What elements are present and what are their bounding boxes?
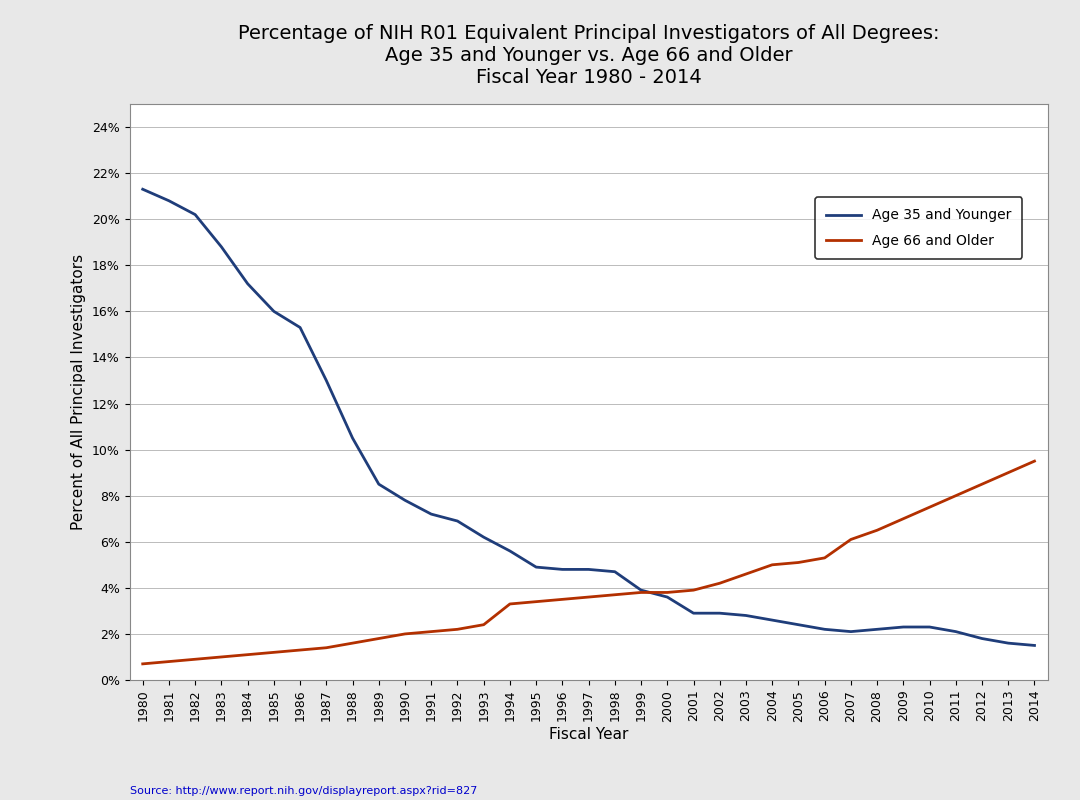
- Age 66 and Older: [896, 514, 909, 523]
- Age 66 and Older: [529, 597, 542, 606]
- Age 35 and Younger: [949, 627, 962, 637]
- Age 66 and Older: [451, 625, 464, 634]
- Age 35 and Younger: [819, 625, 832, 634]
- Age 66 and Older: [687, 586, 700, 595]
- Age 66 and Older: [215, 652, 228, 662]
- Age 66 and Older: [582, 592, 595, 602]
- Age 35 and Younger: [215, 242, 228, 252]
- Text: Source: http://www.report.nih.gov/displayreport.aspx?rid=827: Source: http://www.report.nih.gov/displa…: [130, 786, 477, 796]
- Age 66 and Older: [424, 627, 437, 637]
- Age 66 and Older: [294, 646, 307, 655]
- Age 35 and Younger: [189, 210, 202, 219]
- Age 35 and Younger: [424, 510, 437, 519]
- Age 66 and Older: [346, 638, 359, 648]
- Age 35 and Younger: [241, 279, 254, 289]
- Age 35 and Younger: [320, 376, 333, 386]
- Age 66 and Older: [923, 502, 936, 512]
- Age 35 and Younger: [792, 620, 805, 630]
- Age 66 and Older: [241, 650, 254, 659]
- Legend: Age 35 and Younger, Age 66 and Older: Age 35 and Younger, Age 66 and Older: [815, 198, 1023, 258]
- Age 66 and Older: [975, 479, 988, 489]
- Age 35 and Younger: [162, 196, 175, 206]
- Age 35 and Younger: [661, 592, 674, 602]
- Age 66 and Older: [503, 599, 516, 609]
- Age 35 and Younger: [136, 185, 149, 194]
- Age 35 and Younger: [268, 306, 281, 316]
- Y-axis label: Percent of All Principal Investigators: Percent of All Principal Investigators: [71, 254, 86, 530]
- Age 35 and Younger: [923, 622, 936, 632]
- Age 66 and Older: [740, 570, 753, 579]
- Title: Percentage of NIH R01 Equivalent Principal Investigators of All Degrees:
Age 35 : Percentage of NIH R01 Equivalent Princip…: [238, 24, 940, 87]
- Age 35 and Younger: [1028, 641, 1041, 650]
- Age 35 and Younger: [870, 625, 883, 634]
- Age 35 and Younger: [608, 567, 621, 577]
- Line: Age 35 and Younger: Age 35 and Younger: [143, 190, 1035, 646]
- Age 35 and Younger: [582, 565, 595, 574]
- Age 66 and Older: [635, 588, 648, 598]
- Age 66 and Older: [766, 560, 779, 570]
- Age 35 and Younger: [399, 495, 411, 505]
- Age 35 and Younger: [529, 562, 542, 572]
- Age 66 and Older: [373, 634, 386, 643]
- Age 35 and Younger: [503, 546, 516, 556]
- Age 66 and Older: [870, 526, 883, 535]
- Age 35 and Younger: [373, 479, 386, 489]
- Age 66 and Older: [1002, 468, 1015, 478]
- Age 35 and Younger: [346, 434, 359, 443]
- Age 35 and Younger: [477, 532, 490, 542]
- Age 35 and Younger: [1002, 638, 1015, 648]
- Age 66 and Older: [845, 534, 858, 544]
- Age 35 and Younger: [740, 610, 753, 620]
- Age 35 and Younger: [975, 634, 988, 643]
- Age 66 and Older: [608, 590, 621, 599]
- Line: Age 66 and Older: Age 66 and Older: [143, 461, 1035, 664]
- Age 66 and Older: [477, 620, 490, 630]
- Age 35 and Younger: [687, 608, 700, 618]
- Age 35 and Younger: [713, 608, 726, 618]
- Age 66 and Older: [949, 491, 962, 501]
- Age 35 and Younger: [451, 516, 464, 526]
- Age 66 and Older: [661, 588, 674, 598]
- Age 35 and Younger: [294, 322, 307, 332]
- Age 35 and Younger: [845, 627, 858, 637]
- Age 66 and Older: [819, 553, 832, 562]
- Age 66 and Older: [792, 558, 805, 567]
- Age 35 and Younger: [635, 586, 648, 595]
- Age 66 and Older: [136, 659, 149, 669]
- Age 66 and Older: [162, 657, 175, 666]
- Age 66 and Older: [189, 654, 202, 664]
- Age 35 and Younger: [766, 615, 779, 625]
- Age 66 and Older: [268, 647, 281, 657]
- Age 66 and Older: [556, 594, 569, 604]
- Age 66 and Older: [320, 643, 333, 653]
- Age 35 and Younger: [896, 622, 909, 632]
- Age 66 and Older: [399, 629, 411, 638]
- Age 66 and Older: [1028, 456, 1041, 466]
- Age 35 and Younger: [556, 565, 569, 574]
- X-axis label: Fiscal Year: Fiscal Year: [549, 727, 629, 742]
- Age 66 and Older: [713, 578, 726, 588]
